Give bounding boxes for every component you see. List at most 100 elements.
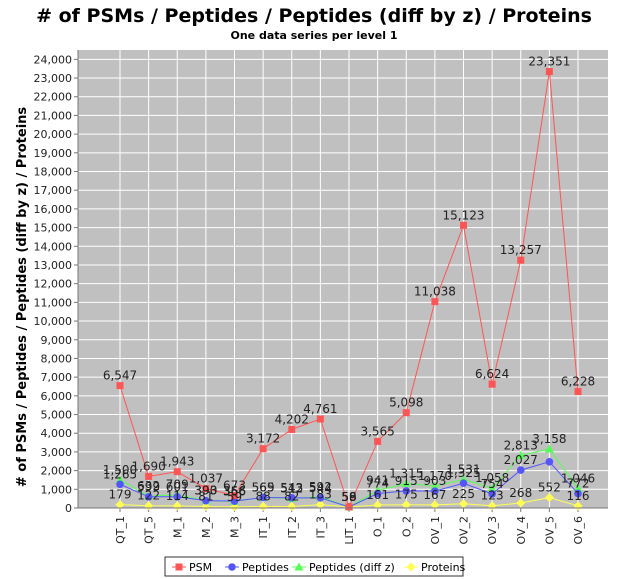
data-point xyxy=(516,498,526,508)
data-point xyxy=(345,503,353,511)
data-label: 1,690 xyxy=(131,459,165,473)
data-point xyxy=(116,382,124,390)
data-point xyxy=(287,501,297,511)
x-tick-label: OV_4 xyxy=(515,516,528,545)
y-tick-label: 14,000 xyxy=(34,240,73,253)
data-label: 754 xyxy=(481,477,504,491)
data-point xyxy=(431,298,439,306)
data-point xyxy=(401,478,411,487)
data-point xyxy=(402,409,410,417)
data-point xyxy=(459,479,468,488)
data-label: 512 xyxy=(280,481,303,495)
data-label: 1,170 xyxy=(418,469,452,483)
x-tick-label: OV_1 xyxy=(429,516,442,545)
data-point xyxy=(430,481,440,490)
data-label: 4,761 xyxy=(303,402,337,416)
x-tick-label: M_2 xyxy=(200,516,213,538)
data-point xyxy=(258,501,268,511)
data-label: 366 xyxy=(223,484,246,498)
data-label: 774 xyxy=(366,477,389,491)
legend xyxy=(164,556,464,577)
y-tick-label: 12,000 xyxy=(34,278,73,291)
y-tick-label: 19,000 xyxy=(34,147,73,160)
data-label: 167 xyxy=(423,488,446,502)
data-point xyxy=(173,468,181,476)
data-label: 1,500 xyxy=(103,463,137,477)
data-label: 601 xyxy=(166,480,189,494)
data-label: 1,046 xyxy=(561,471,595,485)
data-point xyxy=(145,472,153,480)
x-tick-label: OV_6 xyxy=(572,516,585,545)
data-label: 1,325 xyxy=(446,466,480,480)
gridlines xyxy=(78,50,608,509)
data-point xyxy=(544,493,554,503)
data-label: 268 xyxy=(509,486,532,500)
series-layer xyxy=(115,67,583,512)
data-label: 5,098 xyxy=(389,396,423,410)
y-tick-label: 11,000 xyxy=(34,296,73,309)
data-label: 6,624 xyxy=(475,367,509,381)
y-tick-label: 16,000 xyxy=(34,203,73,216)
chart-subtitle: One data series per level 1 xyxy=(230,29,397,42)
y-tick-label: 15,000 xyxy=(34,222,73,235)
legend-swatch-marker xyxy=(406,562,416,572)
data-point xyxy=(545,67,553,75)
data-label: 2,813 xyxy=(504,438,538,452)
data-point xyxy=(116,480,124,489)
data-label: 3,565 xyxy=(360,424,394,438)
data-point xyxy=(230,497,239,505)
data-label: 116 xyxy=(567,489,590,503)
data-label: 393 xyxy=(194,484,217,498)
data-label: 175 xyxy=(395,488,418,502)
data-point xyxy=(231,491,238,499)
data-label: 58 xyxy=(341,490,356,504)
data-point xyxy=(574,489,582,498)
data-point xyxy=(544,444,554,453)
x-tick-label: QT_5 xyxy=(143,516,156,544)
data-point xyxy=(201,501,211,511)
data-label: 592 xyxy=(309,480,332,494)
data-point xyxy=(259,493,267,502)
x-tick-label: OV_3 xyxy=(486,516,499,545)
data-label: 59 xyxy=(341,490,356,504)
legend-label: Proteins xyxy=(421,561,466,574)
plot-area xyxy=(78,50,608,508)
data-label: 183 xyxy=(309,488,332,502)
legend-swatch-marker xyxy=(228,563,236,571)
legend-item: Peptides xyxy=(225,561,289,574)
y-tick-label: 20,000 xyxy=(34,128,73,141)
data-label: 1,531 xyxy=(446,462,480,476)
data-label: 390 xyxy=(194,484,217,498)
data-point xyxy=(459,499,468,509)
y-tick-label: 6,000 xyxy=(41,390,73,403)
y-tick-label: 24,000 xyxy=(34,53,73,66)
legend-items: PSM Peptides Peptides (diff z) Proteins xyxy=(172,561,466,574)
data-point xyxy=(259,445,267,453)
y-tick-label: 10,000 xyxy=(34,315,73,328)
legend-label: Peptides xyxy=(242,561,289,574)
data-label: 356 xyxy=(223,484,246,498)
data-point xyxy=(316,415,324,423)
data-point xyxy=(402,487,411,495)
x-tick-label: IT_3 xyxy=(314,516,327,538)
y-tick-label: 23,000 xyxy=(34,72,73,85)
legend-swatch-marker xyxy=(294,562,304,571)
x-tick-label: LIT_1 xyxy=(343,516,356,545)
legend-item: PSM xyxy=(172,561,212,574)
data-label: 11,038 xyxy=(414,285,456,299)
data-label: 82 xyxy=(284,489,299,503)
data-point xyxy=(373,489,382,498)
data-point xyxy=(115,500,125,510)
data-point xyxy=(573,483,583,492)
data-label: 6,547 xyxy=(103,369,137,383)
data-label: 1,315 xyxy=(389,466,423,480)
data-point xyxy=(374,437,382,445)
data-point xyxy=(144,493,153,501)
data-label: 552 xyxy=(538,481,561,495)
y-tick-label: 1,000 xyxy=(41,483,73,496)
data-label: 56 xyxy=(341,490,356,504)
data-point xyxy=(488,490,496,498)
data-label: 1,943 xyxy=(160,455,194,469)
data-label: 599 xyxy=(137,480,160,494)
